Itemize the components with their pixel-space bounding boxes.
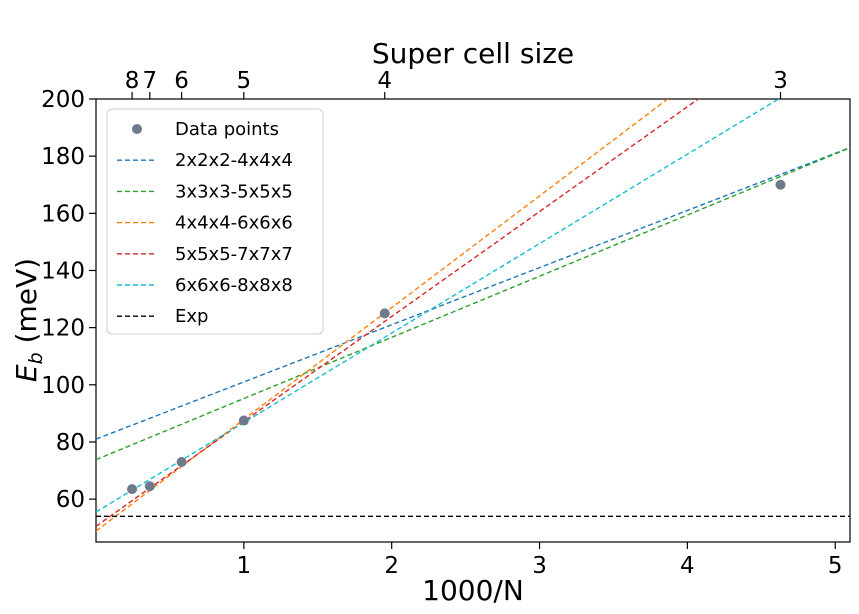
top-tick-label: 8 (125, 68, 140, 94)
fit-line-4x4x4-6x6x6 (96, 99, 669, 532)
top-tick-label: 5 (237, 68, 252, 94)
legend-label-5x5x5-7x7x7: 5x5x5-7x7x7 (175, 244, 293, 265)
legend-label-6x6x6-8x8x8: 6x6x6-8x8x8 (175, 275, 293, 296)
legend: Data points 2x2x2-4x4x4 3x3x3-5x5x5 4x4x4-6… (106, 108, 324, 335)
x-tick-label: 1 (237, 553, 252, 579)
y-axis-title-units: (meV) (10, 258, 43, 352)
y-axis-title: Eb (meV) (10, 258, 47, 382)
legend-label-2x2x2-4x4x4: 2x2x2-4x4x4 (175, 150, 293, 171)
legend-box (106, 108, 324, 335)
top-axis-title: Super cell size (372, 37, 574, 70)
y-tick-label: 200 (41, 87, 85, 113)
y-tick-label: 140 (41, 258, 85, 284)
y-axis-title-subscript: b (25, 352, 47, 364)
y-axis-title-symbol: E (10, 364, 43, 382)
y-tick-label: 100 (41, 373, 85, 399)
fit-line-6x6x6-8x8x8 (96, 99, 780, 513)
top-tick-label: 6 (174, 68, 189, 94)
top-tick-label: 7 (142, 68, 157, 94)
fit-line-2x2x2-4x4x4 (96, 146, 850, 440)
x-axis-title: 1000/N (422, 574, 524, 607)
legend-label-4x4x4-6x6x6: 4x4x4-6x6x6 (175, 213, 293, 234)
fit-line-5x5x5-7x7x7 (96, 99, 700, 527)
data-point-1 (127, 484, 138, 495)
x-tick-label: 2 (384, 553, 399, 579)
y-tick-label: 120 (41, 316, 85, 342)
fit-lines-layer (96, 99, 850, 532)
data-point-3 (176, 456, 187, 467)
data-points-layer (127, 179, 786, 495)
legend-label-exp: Exp (175, 306, 208, 327)
data-point-6 (775, 179, 786, 190)
y-axis-ticks: 60 80 100 120 140 160 180 200 (41, 87, 96, 513)
x-tick-label: 5 (828, 553, 843, 579)
top-tick-label: 3 (773, 68, 788, 94)
x-tick-label: 3 (532, 553, 547, 579)
data-point-4 (238, 415, 249, 426)
legend-label-data-points: Data points (175, 119, 279, 140)
y-tick-label: 60 (56, 487, 85, 513)
plot-area-frame (95, 98, 851, 543)
y-tick-label: 160 (41, 201, 85, 227)
data-point-5 (379, 308, 390, 319)
legend-label-3x3x3-5x5x5: 3x3x3-5x5x5 (175, 181, 293, 202)
x-axis-ticks: 1 2 3 4 5 (237, 542, 843, 579)
y-tick-label: 80 (56, 430, 85, 456)
data-point-2 (144, 481, 155, 492)
x-tick-label: 4 (680, 553, 695, 579)
y-tick-label: 180 (41, 144, 85, 170)
legend-marker-data-points (132, 124, 142, 134)
top-tick-label: 4 (377, 68, 392, 94)
